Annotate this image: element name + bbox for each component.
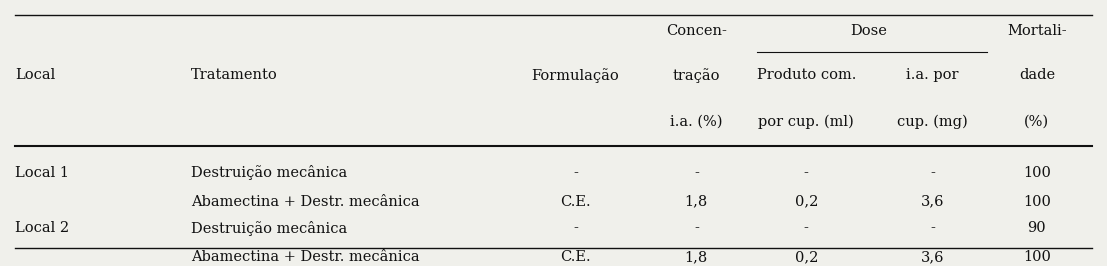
- Text: Dose: Dose: [850, 24, 887, 38]
- Text: -: -: [930, 221, 935, 235]
- Text: C.E.: C.E.: [560, 250, 591, 264]
- Text: dade: dade: [1018, 68, 1055, 82]
- Text: -: -: [804, 221, 808, 235]
- Text: C.E.: C.E.: [560, 195, 591, 209]
- Text: -: -: [573, 166, 578, 180]
- Text: Destruição mecânica: Destruição mecânica: [190, 221, 348, 236]
- Text: i.a. (%): i.a. (%): [670, 115, 723, 129]
- Text: 100: 100: [1023, 250, 1051, 264]
- Text: 1,8: 1,8: [685, 195, 708, 209]
- Text: 100: 100: [1023, 195, 1051, 209]
- Text: Local 1: Local 1: [15, 166, 69, 180]
- Text: Abamectina + Destr. mecânica: Abamectina + Destr. mecânica: [190, 195, 420, 209]
- Text: tração: tração: [673, 68, 720, 83]
- Text: Formulação: Formulação: [531, 68, 619, 83]
- Text: 0,2: 0,2: [795, 250, 818, 264]
- Text: -: -: [573, 221, 578, 235]
- Text: 100: 100: [1023, 166, 1051, 180]
- Text: 3,6: 3,6: [921, 250, 944, 264]
- Text: -: -: [694, 221, 699, 235]
- Text: Destruição mecânica: Destruição mecânica: [190, 165, 348, 180]
- Text: Concen-: Concen-: [666, 24, 727, 38]
- Text: Local 2: Local 2: [15, 221, 70, 235]
- Text: por cup. (ml): por cup. (ml): [758, 115, 855, 129]
- Text: Local: Local: [15, 68, 55, 82]
- Text: 0,2: 0,2: [795, 195, 818, 209]
- Text: -: -: [694, 166, 699, 180]
- Text: 3,6: 3,6: [921, 195, 944, 209]
- Text: Mortali-: Mortali-: [1007, 24, 1067, 38]
- Text: Tratamento: Tratamento: [190, 68, 278, 82]
- Text: cup. (mg): cup. (mg): [897, 115, 968, 129]
- Text: Abamectina + Destr. mecânica: Abamectina + Destr. mecânica: [190, 250, 420, 264]
- Text: 90: 90: [1027, 221, 1046, 235]
- Text: -: -: [804, 166, 808, 180]
- Text: (%): (%): [1024, 115, 1049, 129]
- Text: 1,8: 1,8: [685, 250, 708, 264]
- Text: i.a. por: i.a. por: [907, 68, 959, 82]
- Text: -: -: [930, 166, 935, 180]
- Text: Produto com.: Produto com.: [756, 68, 856, 82]
